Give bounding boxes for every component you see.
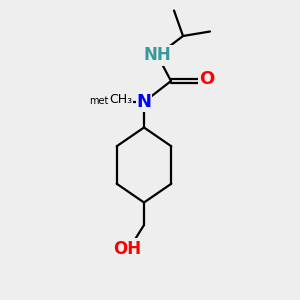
Text: OH: OH (113, 240, 142, 258)
Text: N: N (136, 93, 152, 111)
Text: methyl: methyl (89, 95, 124, 106)
Text: NH: NH (144, 46, 171, 64)
Text: CH₃: CH₃ (110, 93, 133, 106)
Text: O: O (200, 70, 214, 88)
